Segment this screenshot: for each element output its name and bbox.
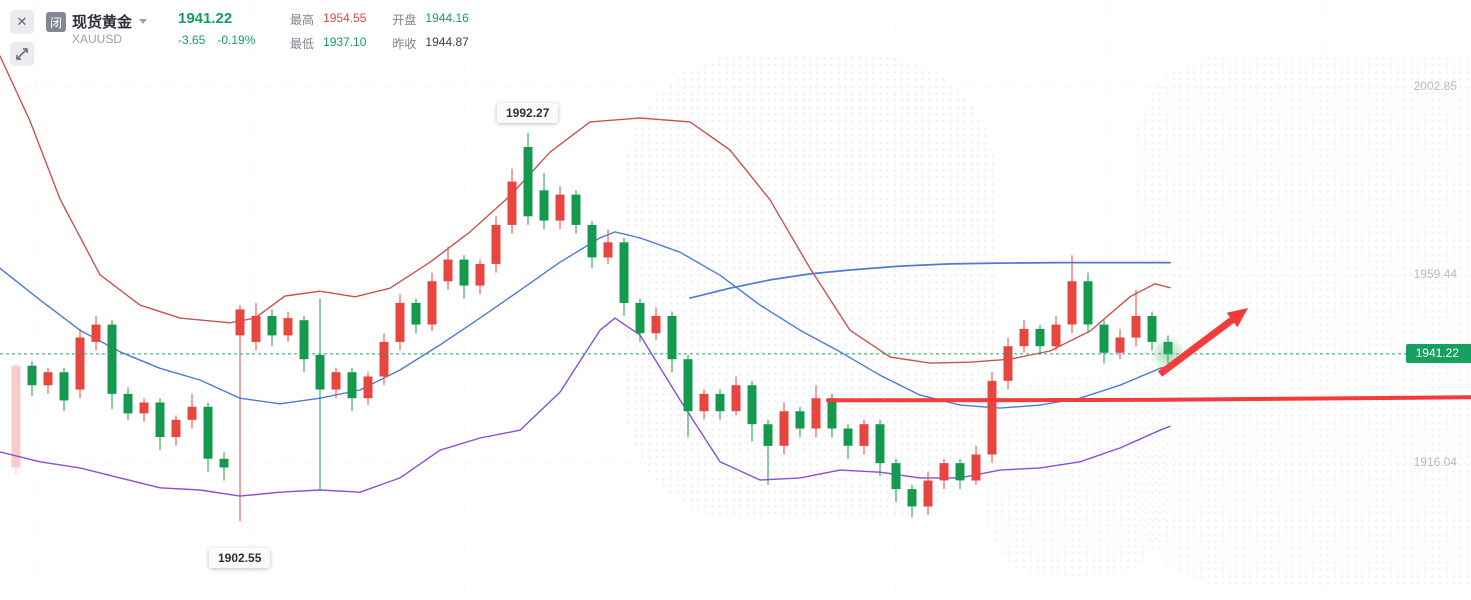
stat-high-label: 最高: [290, 13, 315, 27]
world-map-dots-lower: [985, 375, 1165, 580]
fullscreen-button[interactable]: [10, 42, 34, 66]
current-price-badge: 1941.22: [1405, 343, 1471, 363]
world-map-dots-center: [625, 55, 995, 520]
stat-low-value: 1937.10: [323, 35, 367, 49]
price-change: -3.65 -0.19%: [178, 33, 255, 47]
stat-prev-close-label: 昨收: [392, 37, 417, 51]
last-price: 1941.22: [178, 10, 233, 27]
stats-col-1: 最高 1954.55 最低 1937.10: [290, 11, 366, 52]
price-axis-label: 1916.04: [1413, 454, 1457, 469]
close-icon: ✕: [16, 14, 28, 29]
stat-low-label: 最低: [290, 37, 315, 51]
stat-prev-close: 昨收 1944.87: [392, 35, 468, 52]
price-axis-label: 2002.85: [1413, 79, 1457, 93]
change-percent: -0.19%: [217, 33, 256, 47]
world-map-dots-right: [1135, 55, 1471, 585]
low-price-callout: 1902.55: [209, 548, 271, 569]
stat-low: 最低 1937.10: [290, 35, 366, 52]
stats-col-2: 开盘 1944.16 昨收 1944.87: [392, 11, 468, 52]
stat-prev-close-value: 1944.87: [425, 35, 469, 49]
chevron-down-icon: [139, 19, 148, 24]
stat-open-value: 1944.16: [425, 11, 469, 25]
price-axis-label: 1959.44: [1413, 267, 1457, 281]
stat-open-label: 开盘: [392, 13, 417, 27]
market-closed-badge: 闭: [46, 12, 66, 32]
stat-high-value: 1954.55: [323, 11, 367, 25]
page-title: 现货黄金: [72, 14, 133, 31]
change-value: -3.65: [178, 33, 206, 47]
stat-high: 最高 1954.55: [290, 11, 366, 28]
expand-icon: [16, 48, 28, 60]
instrument-title-dropdown[interactable]: 现货黄金: [72, 11, 148, 32]
chart-header: ✕ 闭 现货黄金 XAUUSD 1941.22 -3.65 -0.19% 最高 …: [0, 0, 1471, 66]
high-price-callout: 1992.27: [497, 102, 559, 123]
close-button[interactable]: ✕: [10, 10, 34, 34]
stat-open: 开盘 1944.16: [392, 11, 468, 28]
quote-stats: 最高 1954.55 最低 1937.10 开盘 1944.16 昨收 1944…: [290, 11, 469, 52]
instrument-symbol: XAUUSD: [72, 32, 123, 46]
